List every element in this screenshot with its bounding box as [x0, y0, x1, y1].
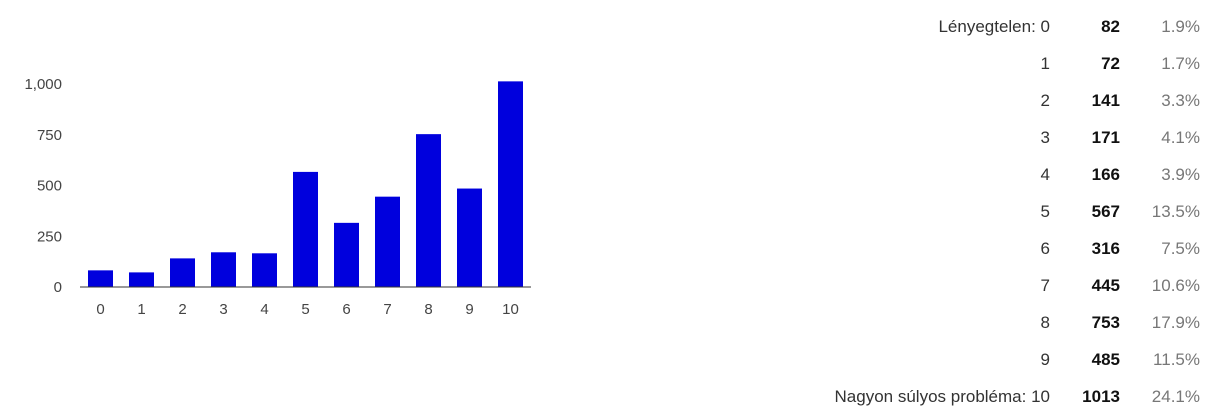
bar-2 — [170, 258, 195, 287]
stats-row: 4 166 3.9% — [835, 156, 1200, 193]
bar-1 — [129, 272, 154, 287]
stats-count: 1013 — [1082, 386, 1120, 406]
stats-count: 445 — [1091, 275, 1120, 295]
stats-label: 5 — [1040, 201, 1050, 221]
x-tick-label: 6 — [342, 301, 350, 318]
stats-row: 7 445 10.6% — [835, 267, 1200, 304]
x-tick-label: 7 — [383, 301, 391, 318]
stats-row: 3 171 4.1% — [835, 119, 1200, 156]
x-tick-label: 0 — [96, 301, 104, 318]
y-tick-label: 1,000 — [24, 76, 62, 93]
bars — [88, 81, 523, 288]
y-tick-label: 0 — [54, 279, 62, 296]
stats-row: Lényegtelen: 0 82 1.9% — [835, 8, 1200, 45]
stats-count: 72 — [1101, 53, 1120, 73]
x-tick-label: 1 — [137, 301, 145, 318]
stats-count: 82 — [1101, 16, 1120, 36]
bar-6 — [334, 222, 359, 287]
stats-label: 2 — [1040, 90, 1050, 110]
x-tick-label: 8 — [424, 301, 432, 318]
bar-8 — [416, 134, 441, 287]
x-axis: 0 1 2 3 4 5 6 7 8 9 10 — [96, 301, 519, 318]
bar-chart: 0 250 500 750 1,000 0 1 2 3 4 5 6 7 8 9 10 — [24, 76, 531, 318]
stats-percent: 3.9% — [1161, 164, 1200, 184]
stats-label: 8 — [1040, 312, 1050, 332]
stats-label: 7 — [1040, 275, 1050, 295]
stats-label: 4 — [1040, 164, 1050, 184]
stats-count: 166 — [1091, 164, 1120, 184]
y-tick-label: 750 — [37, 127, 62, 144]
bar-3 — [211, 252, 236, 287]
x-tick-label: 3 — [219, 301, 227, 318]
stats-row: 5 567 13.5% — [835, 193, 1200, 230]
bar-9 — [457, 188, 482, 287]
stats-count: 485 — [1091, 349, 1120, 369]
stats-row: 6 316 7.5% — [835, 230, 1200, 267]
stats-count: 171 — [1091, 127, 1120, 147]
stats-label: 3 — [1040, 127, 1050, 147]
stats-row: 8 753 17.9% — [835, 304, 1200, 341]
stats-percent: 7.5% — [1161, 238, 1200, 258]
stats-row: 1 72 1.7% — [835, 45, 1200, 82]
stats-label: Nagyon súlyos probléma: 10 — [834, 386, 1050, 406]
response-counts-table: Lényegtelen: 0 82 1.9% 1 72 1.7% 2 141 3… — [835, 8, 1200, 415]
stats-percent: 10.6% — [1151, 275, 1200, 295]
stats-count: 316 — [1091, 238, 1120, 258]
y-axis: 0 250 500 750 1,000 — [24, 76, 62, 296]
stats-percent: 24.1% — [1151, 386, 1200, 406]
stats-percent: 13.5% — [1151, 201, 1200, 221]
stats-percent: 1.7% — [1161, 53, 1200, 73]
stats-count: 567 — [1091, 201, 1120, 221]
stats-label: 1 — [1040, 53, 1050, 73]
stats-row: Nagyon súlyos probléma: 10 1013 24.1% — [835, 378, 1200, 415]
bar-7 — [375, 196, 400, 287]
x-tick-label: 5 — [301, 301, 309, 318]
stats-row: 9 485 11.5% — [835, 341, 1200, 378]
x-tick-label: 2 — [178, 301, 186, 318]
bar-0 — [88, 270, 113, 287]
x-tick-label: 10 — [502, 301, 519, 318]
stats-count: 753 — [1091, 312, 1120, 332]
bar-10 — [498, 81, 523, 288]
stats-label: Lényegtelen: 0 — [938, 16, 1050, 36]
stats-label: 6 — [1040, 238, 1050, 258]
y-tick-label: 250 — [37, 228, 62, 245]
bar-5 — [293, 171, 318, 287]
stats-row: 2 141 3.3% — [835, 82, 1200, 119]
stats-percent: 3.3% — [1161, 90, 1200, 110]
stats-label: 9 — [1040, 349, 1050, 369]
stats-percent: 4.1% — [1161, 127, 1200, 147]
x-tick-label: 4 — [260, 301, 268, 318]
x-tick-label: 9 — [465, 301, 473, 318]
stats-percent: 11.5% — [1153, 349, 1200, 369]
stats-percent: 17.9% — [1151, 312, 1200, 332]
stats-count: 141 — [1091, 90, 1120, 110]
stats-percent: 1.9% — [1161, 16, 1200, 36]
y-tick-label: 500 — [37, 178, 62, 195]
bar-4 — [252, 253, 277, 287]
